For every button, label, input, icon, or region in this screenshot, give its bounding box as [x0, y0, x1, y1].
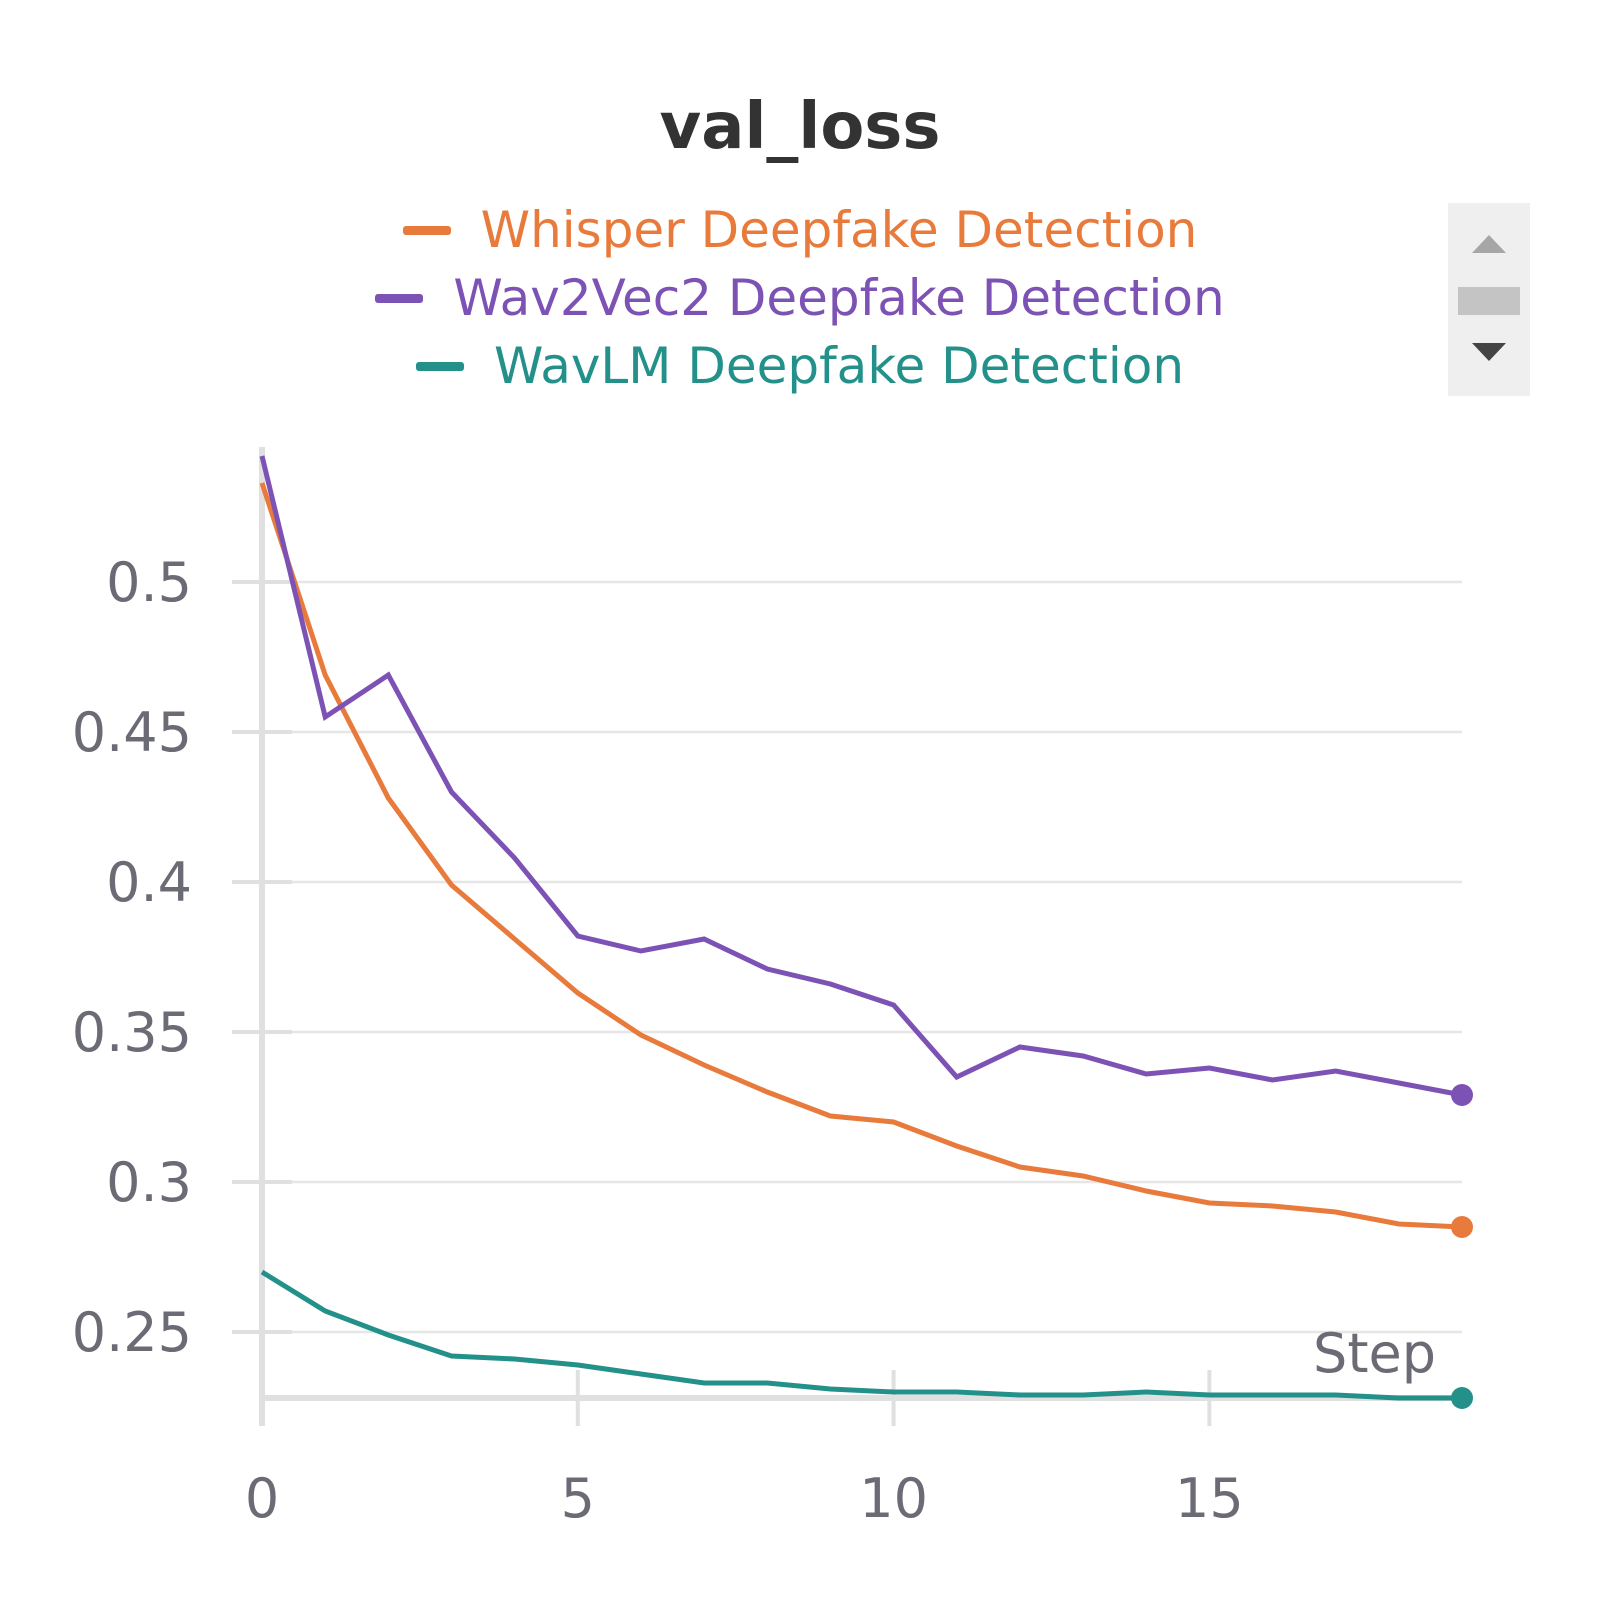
y-tick-label: 0.25: [72, 1301, 192, 1364]
x-tick-label: 0: [245, 1467, 279, 1530]
x-axis-label: Step: [1313, 1322, 1436, 1385]
chart-title: val_loss: [659, 90, 941, 164]
legend-swatch-whisper: [402, 225, 451, 235]
legend-scroll-control: [1448, 203, 1530, 396]
x-tick-label: 5: [561, 1467, 595, 1530]
legend-item-wavlm[interactable]: WavLM Deepfake Detection: [0, 332, 1600, 400]
legend: Whisper Deepfake Detection Wav2Vec2 Deep…: [0, 196, 1600, 400]
y-tick-label: 0.5: [106, 551, 192, 614]
y-tick-label: 0.35: [72, 1001, 192, 1064]
series-end-marker: [1451, 1084, 1473, 1106]
axes: [232, 447, 1462, 1426]
scroll-down-arrow-icon[interactable]: [1472, 343, 1506, 361]
grid-lines: [262, 580, 1462, 1334]
series-end-marker: [1451, 1216, 1473, 1238]
tick-labels: 0.25 0.3 0.35 0.4 0.45 0.5 0 5 10 15: [72, 551, 1244, 1530]
legend-item-wav2vec2[interactable]: Wav2Vec2 Deepfake Detection: [0, 264, 1600, 332]
legend-swatch-wav2vec2: [375, 293, 424, 303]
series-line: [259, 455, 1463, 1098]
scroll-thumb[interactable]: [1458, 287, 1520, 315]
legend-label-wav2vec2: Wav2Vec2 Deepfake Detection: [453, 269, 1225, 327]
x-tick-label: 10: [859, 1467, 928, 1530]
series-line: [260, 1269, 1462, 1401]
scroll-up-arrow-icon[interactable]: [1472, 235, 1506, 253]
y-tick-label: 0.45: [72, 701, 192, 764]
legend-label-wavlm: WavLM Deepfake Detection: [493, 337, 1185, 395]
legend-label-whisper: Whisper Deepfake Detection: [480, 201, 1198, 259]
legend-swatch-wavlm: [415, 361, 464, 371]
y-tick-label: 0.3: [106, 1151, 192, 1214]
series-line: [259, 482, 1463, 1230]
series-end-marker: [1451, 1387, 1473, 1409]
legend-item-whisper[interactable]: Whisper Deepfake Detection: [0, 196, 1600, 264]
series-lines: [259, 455, 1473, 1409]
y-tick-label: 0.4: [106, 851, 192, 914]
x-tick-label: 15: [1175, 1467, 1244, 1530]
